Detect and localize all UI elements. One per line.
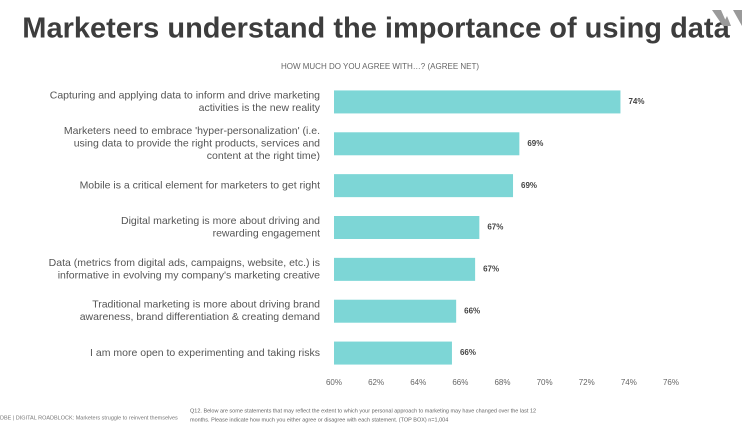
- chart-title: Marketers understand the importance of u…: [22, 13, 730, 45]
- category-label: Capturing and applying data to inform an…: [50, 89, 320, 101]
- category-label: content at the right time): [207, 150, 320, 162]
- data-label: 66%: [464, 306, 480, 315]
- bar: [334, 257, 476, 281]
- category-label: I am more open to experimenting and taki…: [90, 347, 320, 359]
- data-label: 67%: [487, 223, 503, 232]
- bar: [334, 90, 621, 114]
- x-tick-label: 74%: [621, 378, 637, 387]
- bar: [334, 341, 452, 365]
- category-label: awareness, brand differentiation & creat…: [80, 311, 320, 323]
- category-label: rewarding engagement: [213, 228, 320, 240]
- x-tick-label: 62%: [368, 378, 384, 387]
- category-label: Traditional marketing is more about driv…: [92, 299, 320, 311]
- category-label: activities is the new reality: [199, 102, 321, 114]
- x-tick-label: 68%: [494, 378, 510, 387]
- category-label: Mobile is a critical element for markete…: [80, 179, 321, 191]
- bar: [334, 132, 520, 156]
- logo: [712, 10, 742, 26]
- x-tick-label: 72%: [579, 378, 595, 387]
- data-label: 74%: [628, 97, 644, 106]
- footnote: months. Please indicate how much you eit…: [190, 417, 448, 423]
- category-label: using data to provide the right products…: [74, 138, 320, 150]
- chart-subtitle: HOW MUCH DO YOU AGREE WITH…? (AGREE NET): [281, 62, 479, 71]
- x-tick-label: 64%: [410, 378, 426, 387]
- data-label: 69%: [527, 139, 543, 148]
- category-label: Data (metrics from digital ads, campaign…: [49, 257, 320, 269]
- x-tick-label: 66%: [452, 378, 468, 387]
- category-label: Digital marketing is more about driving …: [121, 215, 320, 227]
- category-label: Marketers need to embrace 'hyper-persona…: [64, 125, 320, 137]
- x-tick-label: 76%: [663, 378, 679, 387]
- bar: [334, 216, 480, 239]
- x-tick-label: 60%: [326, 378, 342, 387]
- footnote: Q12. Below are some statements that may …: [190, 408, 536, 414]
- category-label: informative in evolving my company's mar…: [58, 269, 320, 281]
- bar: [334, 299, 457, 323]
- data-label: 69%: [521, 181, 537, 190]
- bar: [334, 174, 514, 198]
- footer: DBE | DIGITAL ROADBLOCK: Marketers strug…: [0, 415, 178, 421]
- x-tick-label: 70%: [537, 378, 553, 387]
- data-label: 67%: [483, 264, 499, 273]
- data-label: 66%: [460, 348, 476, 357]
